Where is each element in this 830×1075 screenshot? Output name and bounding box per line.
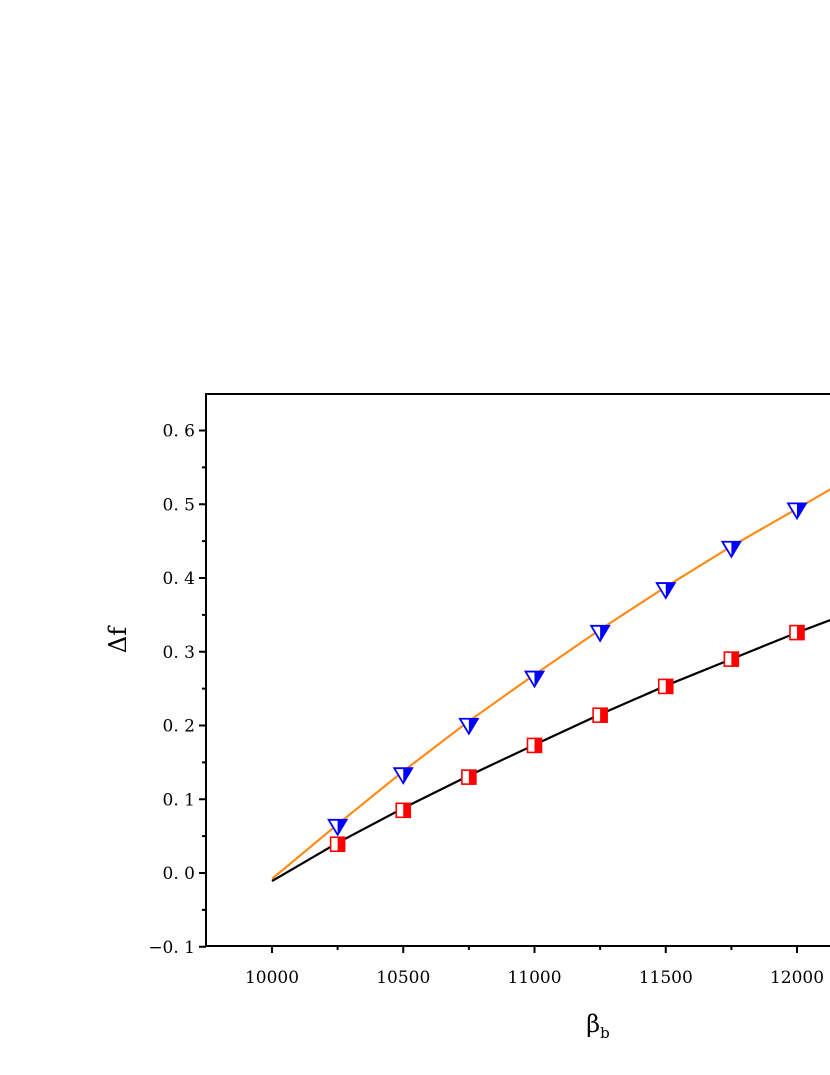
x-tick-label: 11000	[507, 968, 561, 988]
series-line	[271, 619, 830, 883]
plot-axes	[199, 393, 830, 953]
x-axis-title: βb	[586, 1010, 609, 1042]
data-point	[461, 769, 477, 785]
data-point	[395, 802, 412, 819]
data-point	[526, 737, 543, 754]
tick-labels: −0. 1 0. 0 0. 1 0. 2 0. 3 0. 4 0. 5 0. 6 10000 10…	[148, 422, 824, 989]
data-point	[329, 836, 346, 853]
x-tick-label: 10000	[245, 968, 299, 988]
data-point	[392, 767, 414, 785]
data-point	[592, 707, 608, 723]
y-tick-label: 0. 1	[163, 790, 195, 810]
data-point	[655, 582, 677, 600]
y-axis-title: Δf	[104, 625, 132, 653]
y-tick-label: 0. 4	[163, 569, 195, 589]
data-point	[589, 624, 611, 643]
data-point	[786, 502, 808, 521]
series-2	[271, 619, 830, 883]
series-line	[271, 488, 830, 880]
y-tick-label: 0. 5	[163, 495, 195, 515]
series-layer	[271, 488, 830, 883]
y-tick-label: −0. 1	[148, 938, 195, 958]
y-tick-label: 0. 6	[163, 422, 195, 442]
x-axis-title-main: β	[586, 1010, 600, 1038]
data-point	[723, 651, 740, 667]
data-point	[327, 818, 349, 837]
x-axis-title-subscript: b	[600, 1024, 610, 1042]
y-tick-label: 0. 2	[163, 717, 195, 737]
data-point	[789, 624, 805, 641]
x-tick-label: 12000	[770, 968, 824, 988]
y-tick-label: 0. 0	[163, 864, 195, 884]
y-tick-label: 0. 3	[163, 643, 195, 663]
data-point	[657, 678, 674, 695]
data-point	[458, 717, 480, 736]
data-point	[720, 540, 742, 559]
data-point	[523, 670, 546, 689]
x-tick-label: 10500	[376, 968, 430, 988]
series-1	[271, 488, 830, 880]
x-tick-label: 11500	[639, 968, 693, 988]
